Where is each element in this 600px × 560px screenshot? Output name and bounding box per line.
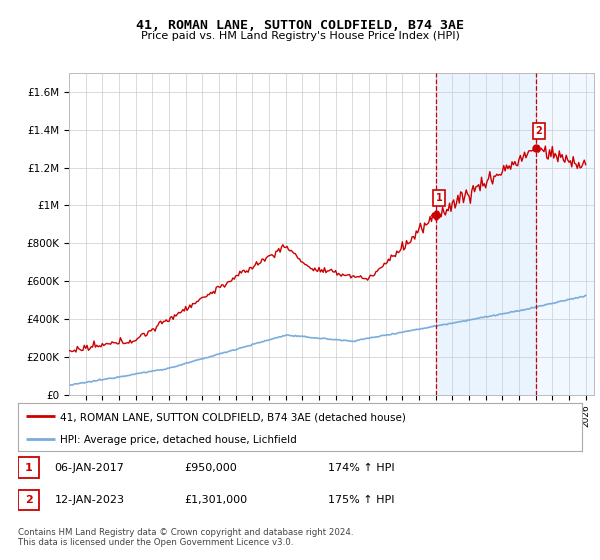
Text: Price paid vs. HM Land Registry's House Price Index (HPI): Price paid vs. HM Land Registry's House …	[140, 31, 460, 41]
Text: 41, ROMAN LANE, SUTTON COLDFIELD, B74 3AE (detached house): 41, ROMAN LANE, SUTTON COLDFIELD, B74 3A…	[60, 413, 406, 422]
Text: 1: 1	[436, 193, 442, 203]
Text: £1,301,000: £1,301,000	[184, 495, 248, 505]
FancyBboxPatch shape	[18, 489, 40, 510]
Text: 2: 2	[25, 495, 32, 505]
Bar	[436, 73, 536, 395]
Bar	[536, 73, 594, 395]
FancyBboxPatch shape	[18, 458, 40, 478]
Text: Contains HM Land Registry data © Crown copyright and database right 2024.
This d: Contains HM Land Registry data © Crown c…	[18, 528, 353, 547]
Text: 2: 2	[536, 127, 542, 136]
Text: 41, ROMAN LANE, SUTTON COLDFIELD, B74 3AE: 41, ROMAN LANE, SUTTON COLDFIELD, B74 3A…	[136, 19, 464, 32]
Text: 1: 1	[25, 463, 32, 473]
Text: 12-JAN-2023: 12-JAN-2023	[55, 495, 125, 505]
Text: 175% ↑ HPI: 175% ↑ HPI	[328, 495, 395, 505]
Text: 174% ↑ HPI: 174% ↑ HPI	[328, 463, 395, 473]
Text: £950,000: £950,000	[184, 463, 237, 473]
Text: 06-JAN-2017: 06-JAN-2017	[55, 463, 125, 473]
Text: HPI: Average price, detached house, Lichfield: HPI: Average price, detached house, Lich…	[60, 435, 297, 445]
